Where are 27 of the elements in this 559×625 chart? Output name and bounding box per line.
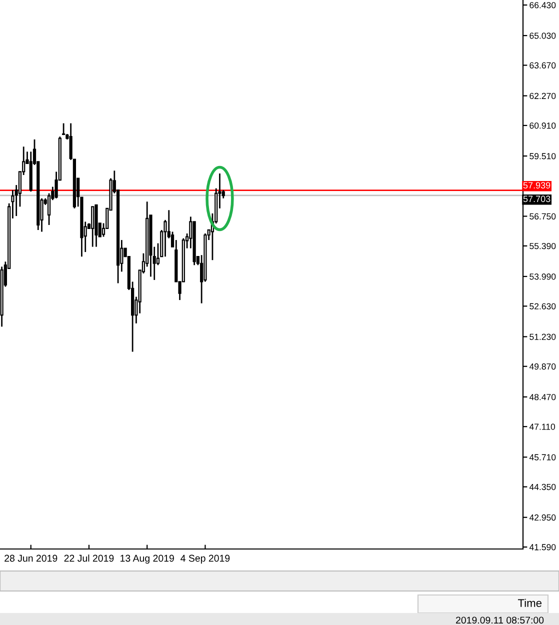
x-tick-label: 13 Aug 2019	[120, 554, 174, 564]
ref-line-label: 57.939	[523, 182, 550, 189]
y-tick-label: 59.510	[530, 153, 556, 160]
y-tick-label: 55.390	[530, 242, 556, 250]
y-tick-label: 44.350	[529, 484, 556, 490]
y-tick-label: 49.870	[529, 363, 556, 370]
candlestick	[91, 206, 94, 248]
y-tick-label: 66.430	[530, 2, 556, 8]
y-tick-label: 53.990	[530, 274, 556, 280]
y-tick-label: 60.910	[530, 122, 556, 129]
y-tick-label: 41.590	[529, 544, 556, 550]
y-tick-label: 62.270	[530, 92, 556, 100]
x-tick-label: 22 Jul 2019	[64, 554, 114, 562]
y-tick-label: 45.710	[529, 454, 556, 460]
text: 2019.09.11 08:57:00	[456, 616, 544, 624]
y-tick-label: 47.110	[529, 424, 556, 430]
y-tick-label: 56.750	[530, 213, 556, 220]
y-tick-label: 52.630	[530, 303, 556, 310]
y-tick-label: 42.950	[529, 514, 556, 521]
y-tick-label: 63.670	[530, 62, 556, 68]
y-tick-label: 48.470	[529, 394, 556, 400]
x-tick-label: 4 Sep 2019	[180, 554, 230, 564]
x-tick-label: 28 Jun 2019	[4, 554, 58, 562]
ref-line-label: 57.703	[523, 196, 550, 202]
y-tick-label: 51.230	[530, 334, 556, 340]
text: Time	[518, 598, 542, 607]
y-tick-label: 65.030	[530, 32, 556, 39]
